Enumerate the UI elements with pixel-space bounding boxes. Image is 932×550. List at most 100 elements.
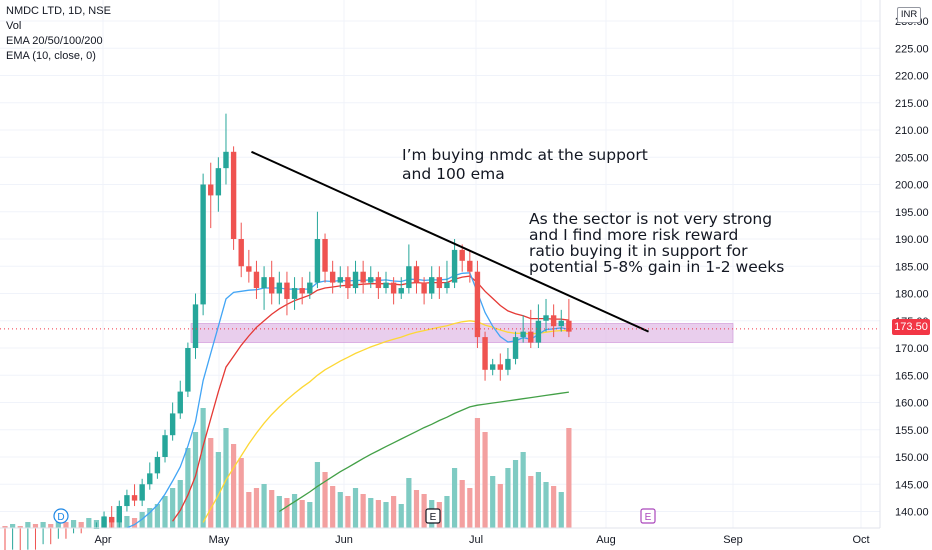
annotation-note2-line: ratio buying it in support for [529, 242, 748, 260]
candle-body [413, 266, 420, 283]
candle-body [291, 288, 298, 299]
volume-bar [55, 520, 61, 528]
volume-bar [10, 524, 16, 528]
time-tick-label: Sep [723, 534, 743, 546]
ema50-line [202, 320, 569, 523]
candle-body [322, 239, 328, 272]
candle-body [375, 277, 382, 289]
candle-body [261, 277, 267, 289]
volume-bar [223, 428, 229, 528]
candle-body [459, 249, 465, 261]
volume-bar [398, 504, 404, 528]
candle-body [368, 277, 374, 283]
currency-badge[interactable]: INR [897, 7, 921, 23]
volume-bar [63, 522, 69, 528]
candle-body [406, 266, 412, 289]
legend-ema-multi[interactable]: EMA 20/50/100/200 [6, 35, 103, 47]
time-tick-label: Aug [596, 534, 616, 546]
legend-ema-single[interactable]: EMA (10, close, 0) [6, 50, 96, 62]
candle-body [535, 320, 542, 343]
volume-bar [40, 522, 46, 528]
volume-bar [444, 496, 450, 528]
volume-bar [17, 526, 23, 528]
volume-bar [375, 500, 381, 528]
price-axis[interactable]: 140.00 145.00 150.00 155.00 160.00 165.00 170.… [879, 0, 929, 528]
volume-bar [139, 512, 145, 528]
volume-bar [185, 448, 191, 528]
price-tick-label: 190.00 [895, 234, 929, 246]
volume-bar [284, 498, 290, 528]
volume-bar [490, 476, 496, 528]
price-tick-label: 200.00 [895, 180, 929, 192]
volume-bar [558, 492, 564, 528]
candle-body [436, 277, 443, 289]
volume-bar [291, 494, 298, 528]
marker-letter: E [430, 512, 437, 523]
price-tick-label: 140.00 [895, 507, 929, 519]
volume-bar [520, 452, 526, 528]
candle-body [421, 282, 427, 294]
volume-bar [86, 518, 92, 528]
candle-body [162, 435, 168, 457]
volume-bar [330, 486, 336, 528]
volume-bar [322, 472, 328, 528]
candle-body [390, 282, 397, 294]
candle-body [505, 358, 511, 370]
trendline [251, 150, 649, 333]
candle-body [230, 151, 237, 239]
candle-body [169, 413, 176, 436]
candle-body [550, 315, 557, 327]
grid [0, 0, 880, 528]
volume-bar [551, 486, 557, 528]
annotation-note1-line: and 100 ema [402, 165, 505, 183]
annotation-note2-line: potential 5-8% gain in 1-2 weeks [529, 258, 784, 276]
volume-bar [276, 496, 282, 528]
earnings-marker [425, 508, 441, 524]
candle-body [566, 320, 572, 332]
candle-body [451, 249, 458, 283]
candle-body [154, 457, 161, 474]
candle-body [101, 516, 107, 528]
trendline-line [251, 150, 649, 333]
price-tick-label: 160.00 [895, 398, 929, 410]
volume-bar [352, 488, 359, 528]
volume-bar [78, 522, 84, 528]
price-tick-label: 225.00 [895, 43, 929, 55]
volume-bar [482, 432, 488, 528]
volume-bar [215, 452, 221, 528]
time-tick-label: Jul [469, 534, 483, 546]
volume-bar [2, 526, 8, 528]
volume-bar [231, 444, 237, 528]
time-axis[interactable]: Apr May Jun Jul Aug Sep Oct [0, 527, 880, 546]
volume-bar [314, 462, 321, 528]
candle-body [185, 348, 191, 392]
candles [4, 113, 572, 550]
earnings-marker [640, 508, 656, 524]
legend-volume[interactable]: Vol [6, 20, 22, 32]
candle-body [147, 473, 153, 485]
volume-bar [200, 408, 206, 528]
candle-body [208, 184, 214, 196]
volume-bar [497, 484, 503, 528]
price-tick-label: 185.00 [895, 261, 929, 273]
candle-body [398, 288, 404, 294]
volume-bar [512, 460, 519, 528]
candle-body [246, 266, 252, 272]
last-price-tag: 173.50 [892, 319, 930, 335]
legend-symbol[interactable]: NMDC LTD, 1D, NSE [6, 5, 111, 17]
volume-bar [307, 502, 313, 528]
volume-bar [208, 438, 214, 528]
chart-legend: NMDC LTD, 1D, NSE Vol EMA 20/50/100/200 … [6, 4, 111, 64]
candle-body [269, 277, 275, 294]
candle-body [139, 484, 145, 501]
candle-body [482, 337, 488, 370]
price-tick-label: 155.00 [895, 425, 929, 437]
volume-bar [406, 478, 412, 528]
candle-body [429, 277, 435, 294]
volume-bar [505, 468, 511, 528]
volume-bar [528, 476, 534, 528]
candle-body [474, 271, 481, 338]
candle-body [223, 151, 229, 169]
